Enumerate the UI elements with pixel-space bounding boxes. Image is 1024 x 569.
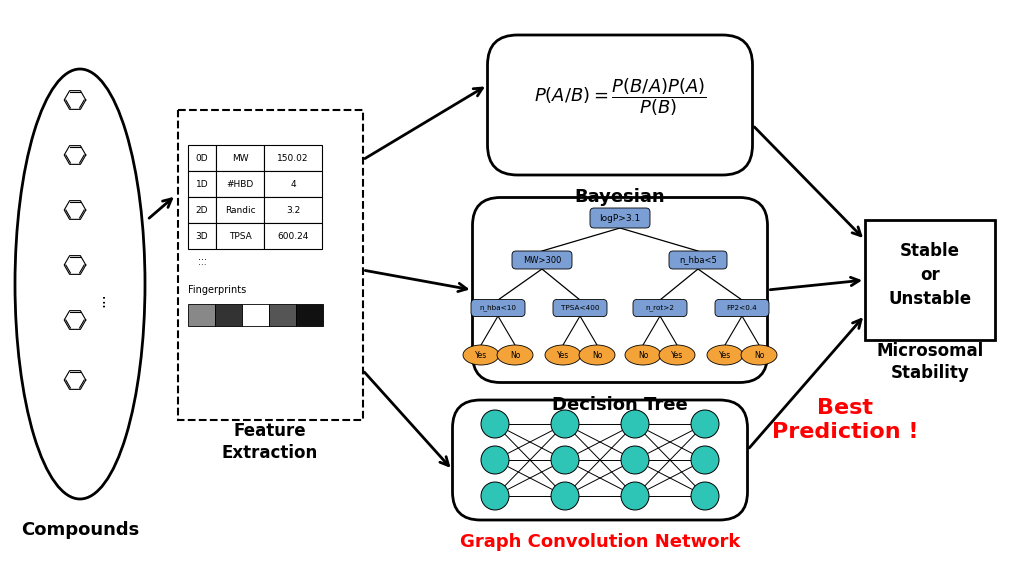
Bar: [216, 197, 264, 223]
Bar: [264, 171, 322, 197]
Text: TPSA: TPSA: [228, 232, 251, 241]
Text: Best
Prediction !: Best Prediction !: [772, 398, 919, 443]
Bar: [216, 223, 264, 249]
Text: 150.02: 150.02: [278, 154, 309, 163]
Ellipse shape: [15, 69, 145, 499]
Circle shape: [621, 410, 649, 438]
Text: Randic: Randic: [224, 205, 255, 215]
Ellipse shape: [741, 345, 777, 365]
Text: ...: ...: [92, 292, 108, 307]
Bar: [264, 223, 322, 249]
Text: Graph Convolution Network: Graph Convolution Network: [460, 533, 740, 551]
Bar: [177, 110, 362, 420]
Text: $P(A/B) = \dfrac{P(B/A)P(A)}{P(B)}$: $P(A/B) = \dfrac{P(B/A)P(A)}{P(B)}$: [534, 76, 707, 118]
Text: No: No: [510, 351, 520, 360]
Bar: [269, 304, 296, 326]
Text: #HBD: #HBD: [226, 179, 254, 188]
Circle shape: [691, 482, 719, 510]
Bar: [242, 304, 269, 326]
Text: 4: 4: [290, 179, 296, 188]
Text: n_rot>2: n_rot>2: [645, 304, 675, 311]
FancyBboxPatch shape: [472, 197, 768, 382]
Text: Compounds: Compounds: [20, 521, 139, 539]
Bar: [865, 220, 995, 340]
Text: FP2<0.4: FP2<0.4: [727, 305, 758, 311]
Text: 3D: 3D: [196, 232, 208, 241]
Circle shape: [691, 410, 719, 438]
Ellipse shape: [545, 345, 581, 365]
FancyBboxPatch shape: [633, 299, 687, 316]
Bar: [264, 197, 322, 223]
Text: n_hba<5: n_hba<5: [679, 255, 717, 265]
Circle shape: [691, 446, 719, 474]
Ellipse shape: [707, 345, 743, 365]
Text: Yes: Yes: [719, 351, 731, 360]
Text: MW>300: MW>300: [523, 255, 561, 265]
Text: No: No: [754, 351, 764, 360]
Text: Microsomal
Stability: Microsomal Stability: [877, 342, 984, 382]
Text: logP>3.1: logP>3.1: [599, 213, 641, 222]
FancyBboxPatch shape: [715, 299, 769, 316]
Text: Decision Tree: Decision Tree: [552, 395, 688, 414]
Text: Yes: Yes: [557, 351, 569, 360]
Text: ...: ...: [198, 258, 206, 266]
Text: Yes: Yes: [475, 351, 487, 360]
Text: Yes: Yes: [671, 351, 683, 360]
Bar: [188, 223, 216, 249]
Ellipse shape: [463, 345, 499, 365]
Text: 1D: 1D: [196, 179, 208, 188]
Bar: [264, 145, 322, 171]
FancyBboxPatch shape: [453, 400, 748, 520]
Circle shape: [481, 482, 509, 510]
FancyBboxPatch shape: [590, 208, 650, 228]
FancyBboxPatch shape: [512, 251, 572, 269]
Text: 600.24: 600.24: [278, 232, 308, 241]
Ellipse shape: [497, 345, 534, 365]
Circle shape: [621, 446, 649, 474]
Text: No: No: [592, 351, 602, 360]
Bar: [296, 304, 323, 326]
Text: ...: ...: [198, 252, 207, 262]
Circle shape: [621, 482, 649, 510]
Bar: [188, 171, 216, 197]
Bar: [215, 304, 242, 326]
Bar: [188, 197, 216, 223]
Circle shape: [551, 410, 579, 438]
Circle shape: [551, 482, 579, 510]
Circle shape: [481, 446, 509, 474]
Text: Feature
Extraction: Feature Extraction: [222, 422, 318, 462]
Text: 3.2: 3.2: [286, 205, 300, 215]
Text: Fingerprints: Fingerprints: [188, 285, 246, 295]
Text: 2D: 2D: [196, 205, 208, 215]
Text: MW: MW: [231, 154, 248, 163]
Bar: [216, 145, 264, 171]
Bar: [216, 171, 264, 197]
Ellipse shape: [625, 345, 662, 365]
FancyBboxPatch shape: [553, 299, 607, 316]
FancyBboxPatch shape: [487, 35, 753, 175]
Text: TPSA<400: TPSA<400: [561, 305, 599, 311]
Text: No: No: [638, 351, 648, 360]
FancyBboxPatch shape: [471, 299, 525, 316]
Text: Stable
or
Unstable: Stable or Unstable: [889, 242, 972, 308]
Text: Bayesian: Bayesian: [574, 188, 666, 206]
Circle shape: [551, 446, 579, 474]
Ellipse shape: [579, 345, 615, 365]
Circle shape: [481, 410, 509, 438]
Ellipse shape: [659, 345, 695, 365]
Text: n_hba<10: n_hba<10: [479, 304, 516, 311]
Text: 0D: 0D: [196, 154, 208, 163]
Bar: [188, 145, 216, 171]
FancyBboxPatch shape: [669, 251, 727, 269]
Bar: [188, 304, 215, 326]
